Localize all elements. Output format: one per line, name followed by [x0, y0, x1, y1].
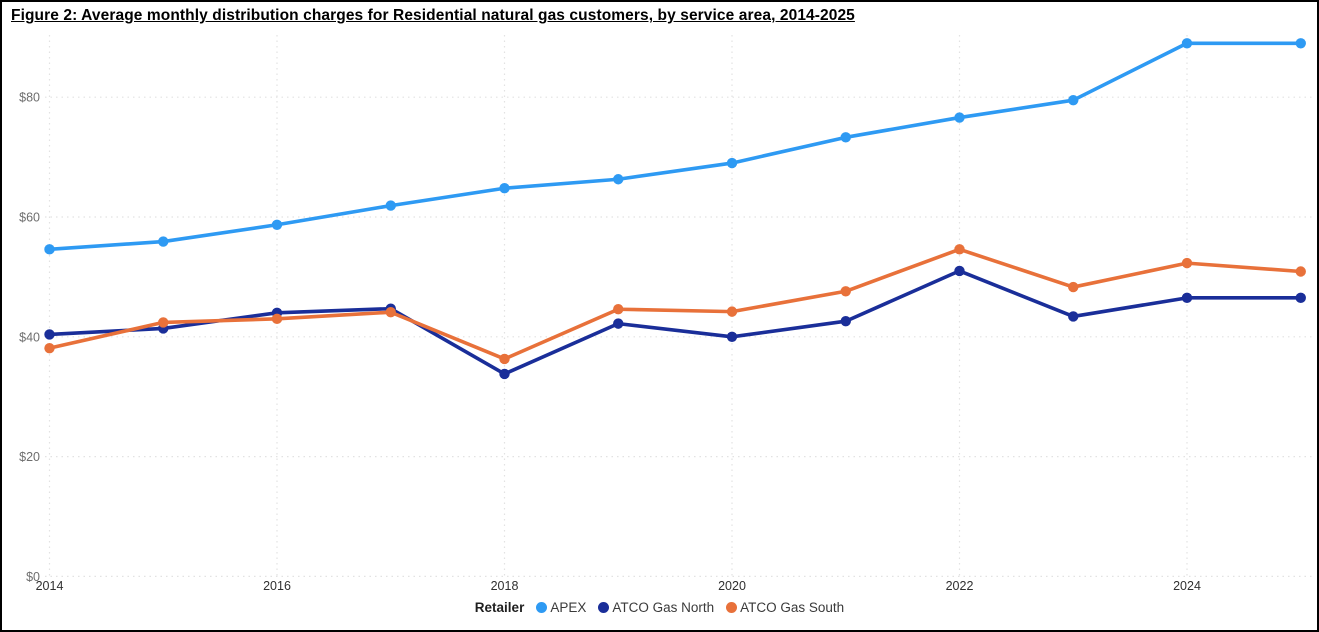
legend-dot-icon [598, 602, 610, 613]
data-point-atco-gas-south-2014 [44, 342, 55, 354]
legend-item-atco-gas-north[interactable]: ATCO Gas North [598, 600, 714, 615]
data-point-atco-gas-south-2021 [840, 286, 851, 297]
x-axis-tick-label: 2020 [718, 579, 746, 593]
data-point-atco-gas-north-2022 [954, 265, 965, 277]
figure-title: Figure 2: Average monthly distribution c… [11, 7, 855, 24]
x-axis-tick-label: 2018 [491, 579, 519, 593]
legend-item-atco-gas-south[interactable]: ATCO Gas South [726, 600, 844, 615]
data-point-apex-2017 [385, 200, 396, 211]
y-axis-tick-label: $60 [19, 210, 40, 224]
data-point-atco-gas-south-2018 [499, 353, 510, 365]
legend-dot-icon [536, 602, 548, 613]
legend-item-label: ATCO Gas North [612, 600, 715, 615]
data-point-atco-gas-south-2017 [385, 307, 396, 318]
x-axis-tick-label: 2024 [1173, 579, 1201, 593]
data-point-atco-gas-south-2015 [158, 317, 169, 328]
data-point-apex-2015 [158, 236, 169, 247]
data-point-atco-gas-north-2021 [840, 316, 851, 327]
data-point-apex-2019 [613, 174, 624, 185]
x-axis-tick-label: 2022 [946, 579, 974, 593]
x-axis-tick-label: 2016 [263, 579, 291, 593]
data-point-apex-2023 [1068, 94, 1079, 106]
series-line-atco-gas-north [47, 269, 1303, 376]
data-point-apex-2016 [271, 219, 283, 230]
legend-title: Retailer [474, 600, 525, 615]
data-point-atco-gas-south-2025 [1295, 266, 1306, 277]
chart-legend: Retailer APEX ATCO Gas North ATCO Gas Sout… [2, 600, 1317, 615]
data-point-atco-gas-south-2019 [613, 304, 624, 315]
data-point-apex-2018 [499, 183, 510, 194]
data-point-atco-gas-north-2018 [499, 368, 510, 380]
series-line-apex [47, 41, 1303, 252]
data-point-apex-2021 [840, 132, 851, 143]
legend-item-label: APEX [550, 600, 587, 615]
data-point-atco-gas-north-2020 [726, 331, 738, 342]
data-point-apex-2014 [44, 244, 55, 255]
data-point-atco-gas-north-2023 [1068, 311, 1079, 322]
data-point-atco-gas-south-2022 [954, 244, 965, 255]
x-axis-tick-label: 2014 [36, 579, 64, 593]
data-point-atco-gas-south-2023 [1068, 281, 1079, 293]
data-point-atco-gas-south-2020 [726, 306, 738, 317]
data-point-apex-2020 [726, 157, 738, 169]
data-point-atco-gas-north-2019 [613, 318, 624, 329]
y-axis-tick-label: $0 [26, 570, 40, 584]
legend-item-label: ATCO Gas South [740, 600, 845, 615]
data-point-atco-gas-north-2025 [1295, 292, 1306, 304]
y-axis-tick-label: $20 [19, 450, 40, 464]
y-axis-tick-label: $40 [19, 330, 40, 344]
series-line-atco-gas-south [47, 247, 1303, 361]
data-point-apex-2024 [1181, 38, 1193, 49]
data-point-atco-gas-north-2024 [1181, 292, 1193, 304]
data-point-atco-gas-south-2024 [1181, 257, 1193, 269]
legend-dot-icon [726, 602, 738, 613]
data-point-apex-2022 [954, 112, 965, 123]
legend-item-apex[interactable]: APEX [536, 600, 586, 615]
data-point-atco-gas-north-2014 [44, 329, 55, 340]
y-axis-tick-label: $80 [19, 91, 40, 105]
data-point-atco-gas-south-2016 [271, 313, 283, 325]
data-point-apex-2025 [1295, 38, 1306, 49]
